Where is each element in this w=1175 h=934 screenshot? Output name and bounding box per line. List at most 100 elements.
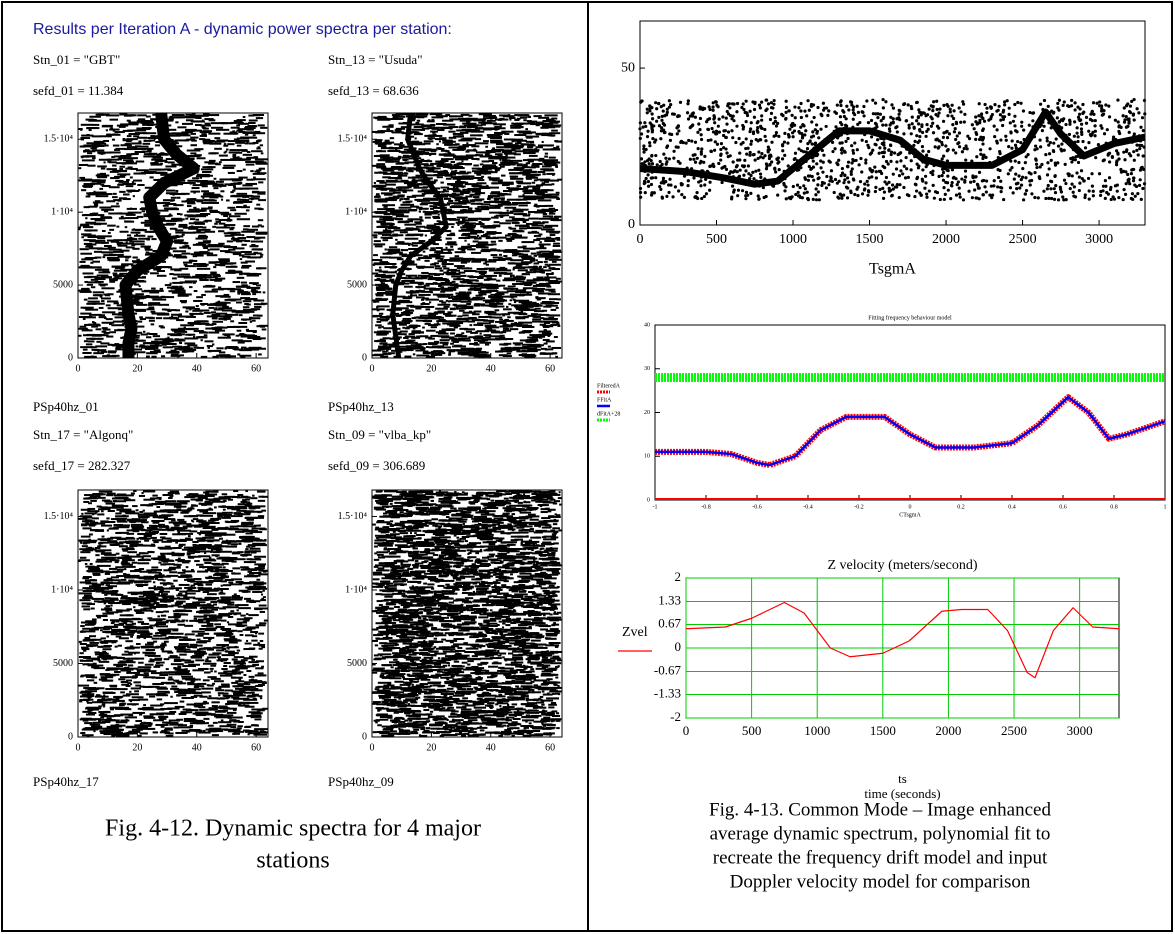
noise-dash bbox=[527, 186, 541, 188]
noise-dash bbox=[160, 326, 165, 328]
noise-dash bbox=[84, 183, 92, 185]
noise-dash bbox=[243, 154, 252, 156]
noise-dash bbox=[82, 155, 95, 157]
noise-dash bbox=[532, 182, 536, 184]
noise-dash bbox=[109, 161, 117, 163]
noise-dash bbox=[444, 144, 458, 146]
noise-dash bbox=[87, 127, 97, 129]
noise-dash bbox=[405, 335, 411, 337]
noise-dash bbox=[163, 205, 169, 207]
noise-dash bbox=[546, 273, 554, 275]
noise-dash bbox=[232, 237, 235, 239]
noise-dash bbox=[487, 328, 492, 330]
noise-dash bbox=[188, 328, 198, 330]
noise-dash bbox=[117, 184, 124, 186]
noise-dash bbox=[125, 217, 139, 219]
sefd-label: sefd_13 = 68.636 bbox=[328, 83, 419, 98]
noise-dash bbox=[242, 196, 249, 198]
noise-dash bbox=[139, 511, 143, 513]
noise-dash bbox=[552, 321, 558, 323]
noise-dash bbox=[505, 220, 518, 222]
noise-dash bbox=[447, 311, 452, 313]
noise-dash bbox=[533, 115, 541, 117]
noise-dash bbox=[226, 696, 230, 698]
noise-dash bbox=[216, 221, 221, 223]
noise-dash bbox=[250, 497, 257, 499]
noise-dash bbox=[205, 291, 218, 293]
noise-dash bbox=[235, 152, 242, 154]
x-tick-label: 40 bbox=[486, 363, 496, 374]
noise-dash bbox=[187, 277, 200, 279]
noise-dash bbox=[523, 198, 536, 200]
noise-dash bbox=[106, 304, 111, 306]
noise-dash bbox=[154, 138, 156, 140]
noise-dash bbox=[411, 129, 421, 131]
noise-dash bbox=[146, 308, 154, 310]
noise-dash bbox=[232, 339, 243, 341]
noise-dash bbox=[79, 177, 85, 179]
noise-dash bbox=[425, 198, 439, 200]
noise-dash bbox=[434, 312, 443, 314]
noise-dash bbox=[189, 313, 193, 315]
noise-dash bbox=[496, 169, 500, 171]
station-label: Stn_01 = "GBT" bbox=[33, 52, 120, 67]
noise-dash bbox=[514, 301, 516, 303]
noise-dash bbox=[519, 354, 532, 356]
noise-dash bbox=[489, 179, 497, 181]
noise-dash bbox=[420, 159, 424, 161]
station-label: Stn_09 = "vlba_kp" bbox=[328, 427, 431, 442]
noise-dash bbox=[443, 306, 449, 308]
noise-dash bbox=[485, 186, 489, 188]
noise-dash bbox=[83, 576, 92, 578]
noise-dash bbox=[460, 209, 472, 211]
noise-dash bbox=[155, 724, 168, 726]
noise-dash bbox=[475, 331, 478, 333]
noise-dash bbox=[80, 224, 90, 226]
noise-dash bbox=[88, 340, 95, 342]
noise-dash bbox=[237, 293, 240, 295]
noise-dash bbox=[439, 153, 446, 155]
noise-dash bbox=[169, 351, 179, 353]
noise-dash bbox=[380, 154, 390, 156]
noise-dash bbox=[485, 233, 495, 235]
noise-dash bbox=[96, 114, 110, 116]
noise-dash bbox=[247, 125, 256, 127]
noise-dash bbox=[84, 340, 88, 342]
noise-dash bbox=[428, 273, 436, 275]
noise-dash bbox=[179, 286, 182, 288]
noise-dash bbox=[151, 288, 155, 290]
noise-dash bbox=[378, 145, 385, 147]
noise-dash bbox=[416, 316, 422, 318]
noise-dash bbox=[403, 191, 407, 193]
noise-dash bbox=[460, 120, 472, 122]
noise-dash bbox=[372, 350, 381, 352]
noise-dash bbox=[375, 324, 382, 326]
noise-dash bbox=[107, 300, 118, 302]
noise-dash bbox=[167, 337, 169, 339]
noise-dash bbox=[121, 273, 123, 275]
noise-dash bbox=[103, 140, 109, 142]
noise-dash bbox=[526, 177, 536, 179]
noise-dash bbox=[544, 285, 551, 287]
noise-dash bbox=[239, 334, 247, 336]
noise-dash bbox=[378, 159, 391, 161]
noise-dash bbox=[256, 140, 261, 142]
noise-dash bbox=[217, 315, 226, 317]
noise-dash bbox=[135, 146, 148, 148]
noise-dash bbox=[442, 265, 446, 267]
noise-dash bbox=[232, 155, 236, 157]
noise-dash bbox=[387, 150, 400, 152]
noise-dash bbox=[517, 164, 528, 166]
noise-dash bbox=[490, 294, 500, 296]
noise-dash bbox=[184, 337, 197, 339]
noise-dash bbox=[237, 330, 242, 332]
noise-dash bbox=[119, 170, 121, 172]
noise-dash bbox=[435, 258, 440, 260]
noise-dash bbox=[475, 142, 489, 144]
noise-dash bbox=[91, 286, 95, 288]
noise-dash bbox=[504, 273, 510, 275]
noise-dash bbox=[256, 624, 266, 626]
noise-dash bbox=[433, 350, 442, 352]
noise-dash bbox=[492, 162, 498, 164]
noise-dash bbox=[472, 168, 480, 170]
